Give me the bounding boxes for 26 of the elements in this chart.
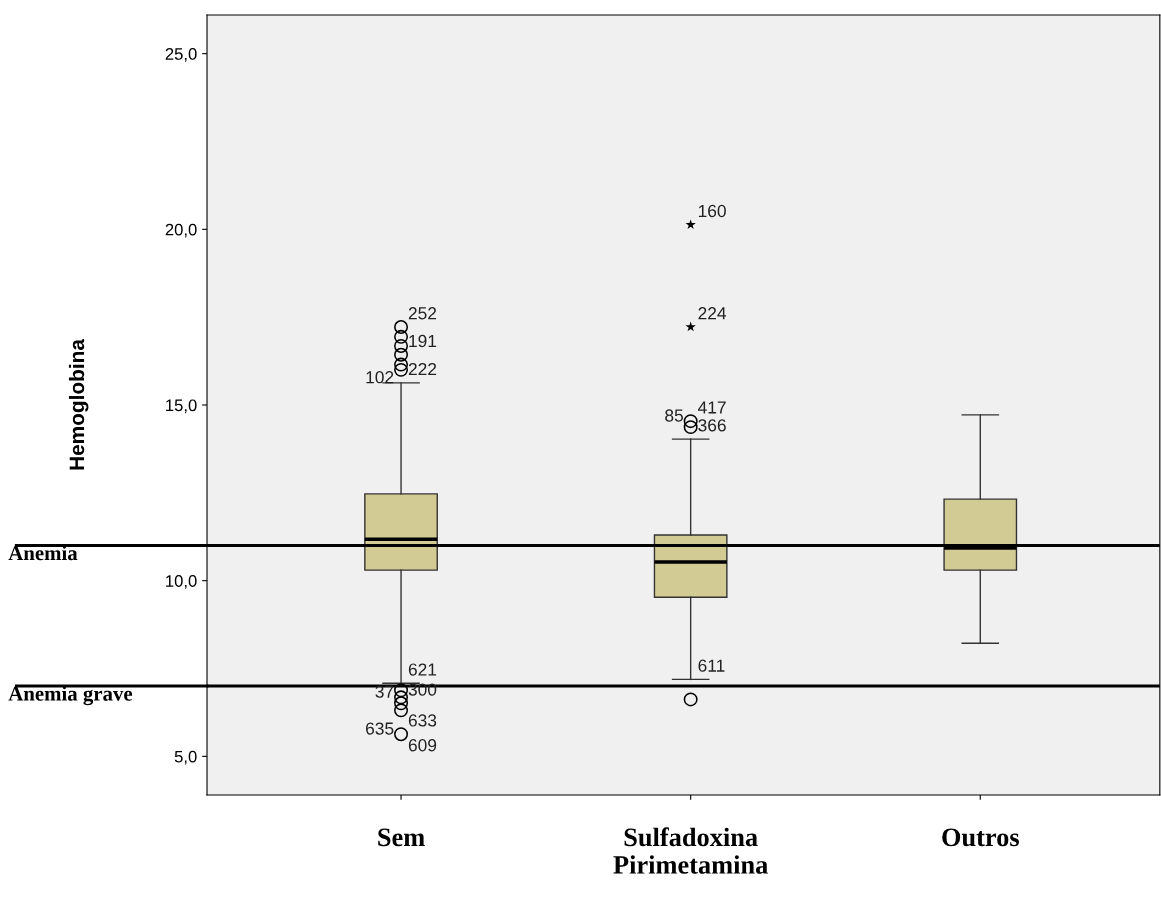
annotation: 633 [408,714,437,727]
x-tick-label: Sem [378,828,425,847]
annotation: 224 [698,307,727,320]
annotation: 85 [665,409,683,422]
y-tick-label: 5,0 [174,750,197,765]
y-tick-label: 10,0 [166,575,197,589]
annotation: 366 [698,419,726,432]
annotation: 37 [375,685,394,698]
annotation: 160 [698,204,726,218]
annotation: 191 [409,334,437,348]
ref-line-label: Anemia grave [8,686,133,706]
annotation: 621 [408,663,437,676]
annotation: 102 [366,371,394,384]
annotation: 611 [698,659,725,672]
x-tick-label: Outros [942,828,1019,847]
y-tick-label: 25,0 [165,48,197,62]
annotation: 417 [698,401,726,414]
y-tick-label: 20,0 [165,223,197,238]
annotation: 635 [366,722,394,735]
annotation: 222 [408,362,437,376]
x-tick-label: Sulfadoxina Pirimetamina [613,827,768,874]
annotation: 609 [408,739,437,752]
ref-line-label: Anemia [8,545,78,561]
y-tick-label: 15,0 [166,399,197,414]
y-axis-title: Hemoglobina [68,338,89,470]
annotation: 252 [408,307,437,320]
